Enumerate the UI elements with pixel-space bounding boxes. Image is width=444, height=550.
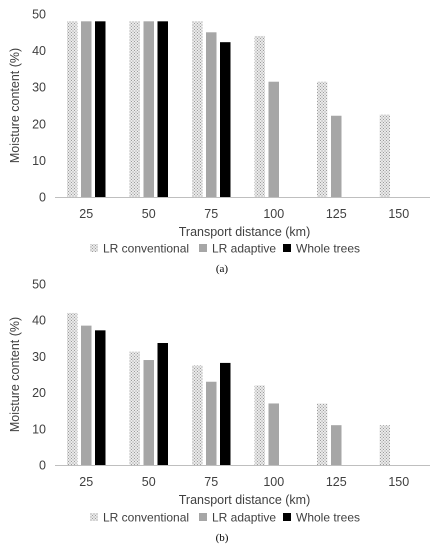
legend-label: LR conventional <box>103 511 189 525</box>
bar-lr-adaptive <box>81 21 92 197</box>
chart-panel-a: 0 10 20 30 40 50 Moisture content (%) 25 50 75 100… <box>8 8 430 275</box>
legend-swatch <box>199 513 207 521</box>
x-tick-label: 75 <box>204 475 218 489</box>
y-tick-label: 20 <box>32 386 46 400</box>
bar-lr-conventional <box>317 81 328 197</box>
legend-swatch <box>90 513 98 521</box>
bar-lr-conventional <box>379 114 390 197</box>
y-axis-label: Moisture content (%) <box>8 317 22 432</box>
bar-lr-conventional <box>254 385 265 465</box>
bar-whole-trees <box>157 343 168 465</box>
y-tick-label: 50 <box>32 278 46 292</box>
bar-lr-adaptive <box>268 403 279 465</box>
x-tick-label: 125 <box>326 475 347 489</box>
y-tick-label: 0 <box>39 191 46 205</box>
bar-lr-adaptive <box>331 115 342 197</box>
x-tick-label: 125 <box>326 207 347 221</box>
y-tick-label: 0 <box>39 459 46 473</box>
y-tick-label: 30 <box>32 350 46 364</box>
y-tick-label: 50 <box>32 8 46 22</box>
legend-label: LR adaptive <box>212 511 276 525</box>
legend-label: Whole trees <box>296 511 360 525</box>
bar-lr-adaptive <box>268 81 279 197</box>
x-tick-label: 100 <box>263 207 284 221</box>
bar-lr-adaptive <box>331 425 342 465</box>
panel-label: (a) <box>216 263 229 275</box>
panel-label: (b) <box>216 532 229 544</box>
y-axis-label: Moisture content (%) <box>8 48 22 163</box>
y-tick-label: 30 <box>32 81 46 95</box>
x-tick-label: 75 <box>204 207 218 221</box>
bar-lr-adaptive <box>206 381 217 465</box>
x-tick-label: 25 <box>79 475 93 489</box>
bar-whole-trees <box>220 362 231 465</box>
bar-lr-conventional <box>254 35 265 198</box>
x-tick-label: 150 <box>388 475 409 489</box>
legend-swatch <box>199 244 207 252</box>
x-tick-label: 150 <box>388 207 409 221</box>
legend-swatch <box>90 244 98 252</box>
bar-lr-adaptive <box>143 360 154 465</box>
x-tick-label: 25 <box>79 207 93 221</box>
legend: LR conventional LR adaptive Whole trees <box>90 242 360 256</box>
bar-lr-conventional <box>129 21 140 197</box>
bar-lr-conventional <box>67 21 78 197</box>
legend-label: LR adaptive <box>212 242 276 256</box>
x-tick-label: 100 <box>263 475 284 489</box>
y-tick-label: 20 <box>32 117 46 131</box>
x-axis-label: Transport distance (km) <box>179 225 311 239</box>
bar-lr-conventional <box>379 425 390 465</box>
y-tick-label: 10 <box>32 422 46 436</box>
bar-lr-adaptive <box>143 21 154 197</box>
bar-lr-conventional <box>192 365 203 465</box>
y-tick-label: 10 <box>32 154 46 168</box>
bar-whole-trees <box>95 330 106 465</box>
bar-lr-conventional <box>67 312 78 465</box>
bar-lr-adaptive <box>81 325 92 465</box>
legend: LR conventional LR adaptive Whole trees <box>90 511 360 525</box>
legend-swatch <box>283 244 291 252</box>
bar-whole-trees <box>220 42 231 197</box>
bar-lr-conventional <box>317 403 328 465</box>
bar-whole-trees <box>95 21 106 197</box>
bar-lr-conventional <box>192 21 203 197</box>
legend-label: LR conventional <box>103 242 189 256</box>
chart-panel-b: 0 10 20 30 40 50 Moisture content (%) 25 50 75 100… <box>8 278 430 544</box>
bar-lr-conventional <box>129 351 140 465</box>
bar-whole-trees <box>157 21 168 197</box>
x-tick-label: 50 <box>142 207 156 221</box>
legend-swatch <box>283 513 291 521</box>
x-tick-label: 50 <box>142 475 156 489</box>
y-tick-label: 40 <box>32 44 46 58</box>
x-axis-label: Transport distance (km) <box>179 493 311 507</box>
y-tick-label: 40 <box>32 314 46 328</box>
bar-lr-adaptive <box>206 32 217 197</box>
legend-label: Whole trees <box>296 242 360 256</box>
